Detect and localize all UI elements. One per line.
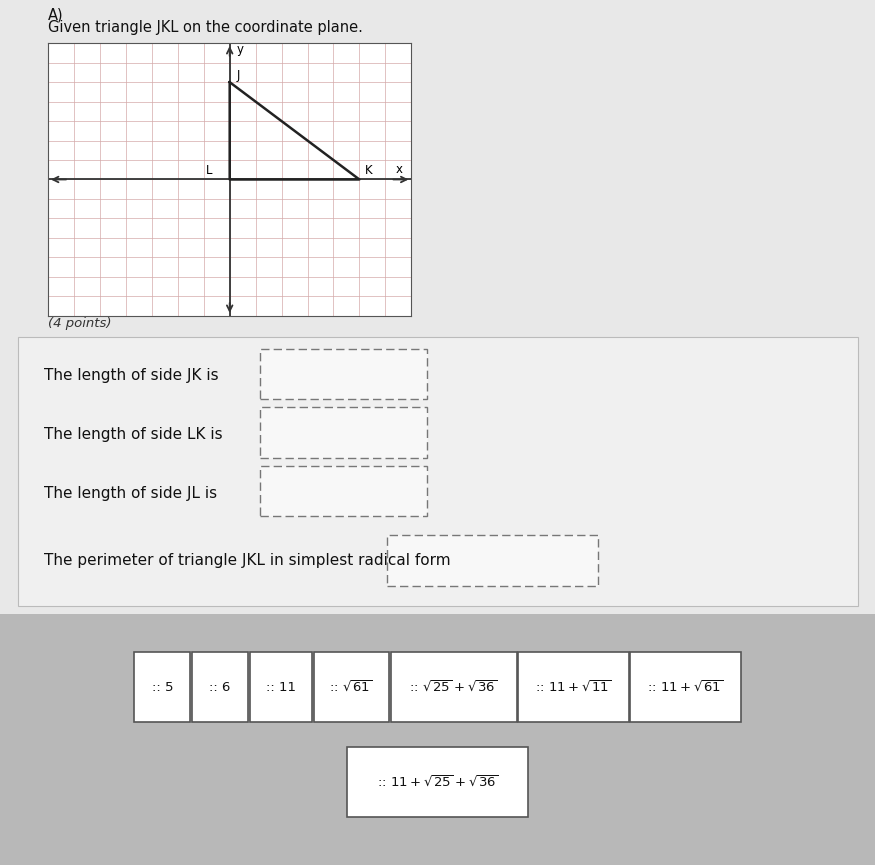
Text: :: 5: :: 5 (151, 681, 173, 694)
Text: y: y (236, 43, 243, 56)
Text: L: L (206, 163, 213, 176)
Text: J: J (236, 69, 240, 82)
Text: :: 6: :: 6 (209, 681, 231, 694)
Text: A): A) (48, 7, 64, 22)
Text: The length of side LK is: The length of side LK is (44, 426, 222, 442)
Text: (4 points): (4 points) (48, 317, 112, 330)
Text: The length of side JL is: The length of side JL is (44, 485, 217, 501)
Text: :: 11: :: 11 (266, 681, 296, 694)
Text: :: $11+\sqrt{25}+\sqrt{36}$: :: $11+\sqrt{25}+\sqrt{36}$ (376, 775, 499, 790)
Text: The perimeter of triangle JKL in simplest radical form: The perimeter of triangle JKL in simples… (44, 553, 451, 568)
Text: :: $11+\sqrt{11}$: :: $11+\sqrt{11}$ (536, 680, 612, 695)
Text: :: $\sqrt{25}+\sqrt{36}$: :: $\sqrt{25}+\sqrt{36}$ (410, 680, 498, 695)
Text: :: $\sqrt{61}$: :: $\sqrt{61}$ (330, 680, 373, 695)
Text: The length of side JK is: The length of side JK is (44, 368, 219, 383)
Text: Given triangle JKL on the coordinate plane.: Given triangle JKL on the coordinate pla… (48, 20, 363, 35)
Text: :: $11+\sqrt{61}$: :: $11+\sqrt{61}$ (648, 680, 724, 695)
Text: x: x (396, 163, 402, 176)
Text: K: K (365, 163, 372, 176)
